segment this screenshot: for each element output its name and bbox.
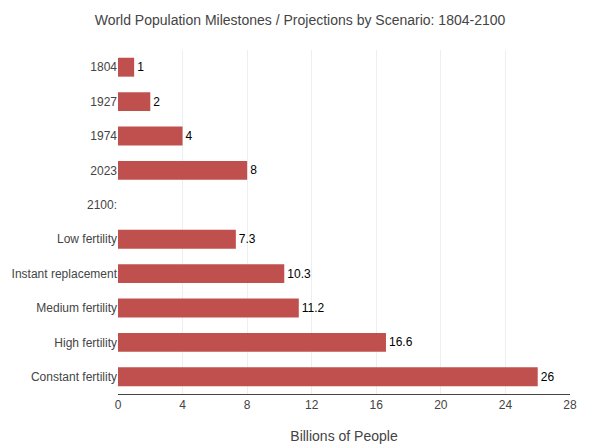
svg-text:Medium fertility: Medium fertility [36,301,117,315]
svg-text:12: 12 [305,398,319,412]
svg-text:Constant fertility: Constant fertility [31,370,117,384]
svg-text:11.2: 11.2 [302,301,325,315]
svg-text:4: 4 [186,129,193,143]
svg-text:World Population Milestones /: World Population Milestones / Projection… [95,12,506,28]
svg-text:8: 8 [244,398,251,412]
svg-text:24: 24 [499,398,513,412]
svg-text:1: 1 [137,60,144,74]
svg-text:2: 2 [153,95,160,109]
svg-text:High fertility: High fertility [54,336,117,350]
svg-text:1927: 1927 [90,95,117,109]
svg-text:1804: 1804 [90,60,117,74]
svg-text:Low fertility: Low fertility [57,232,117,246]
svg-text:26: 26 [541,370,555,384]
svg-text:16.6: 16.6 [389,335,413,349]
svg-text:4: 4 [179,398,186,412]
svg-text:10.3: 10.3 [287,267,311,281]
svg-text:0: 0 [115,398,122,412]
svg-text:16: 16 [370,398,384,412]
svg-text:1974: 1974 [90,129,117,143]
svg-text:20: 20 [434,398,448,412]
svg-text:7.3: 7.3 [239,232,256,246]
svg-text:2100:: 2100: [87,198,117,212]
svg-text:2023: 2023 [90,164,117,178]
svg-text:Instant replacement: Instant replacement [12,267,118,281]
svg-text:Billions of People: Billions of People [290,428,398,444]
svg-text:8: 8 [250,163,257,177]
svg-text:28: 28 [563,398,577,412]
